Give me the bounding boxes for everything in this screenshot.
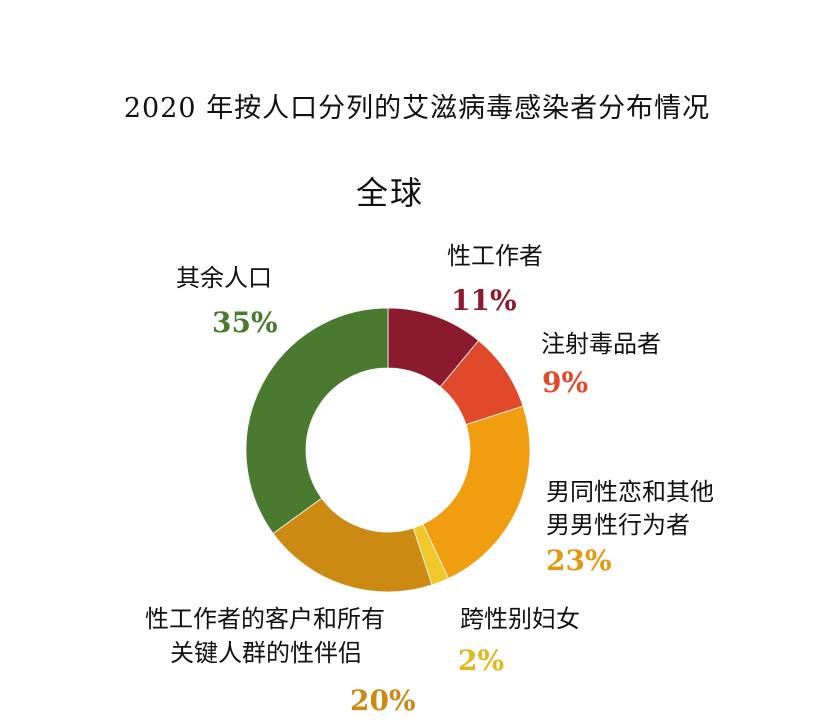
chart-subtitle: 全球 bbox=[355, 174, 424, 212]
value-drug-users: 9% bbox=[542, 366, 589, 399]
slice-rest-population bbox=[245, 307, 389, 535]
value-clients: 20% bbox=[350, 684, 416, 717]
label-rest-population: 其余人口 bbox=[176, 264, 272, 292]
label-drug-users: 注射毒品者 bbox=[541, 330, 661, 358]
value-msm: 23% bbox=[546, 544, 612, 577]
value-trans-women: 2% bbox=[458, 644, 505, 677]
value-rest-population: 35% bbox=[212, 306, 278, 339]
label-clients-line-2: 关键人群的性伴侣 bbox=[170, 639, 362, 667]
label-sex-workers: 性工作者 bbox=[447, 242, 543, 270]
value-sex-workers: 11% bbox=[451, 284, 517, 317]
label-trans-women: 跨性别妇女 bbox=[460, 605, 580, 633]
label-msm-line-1: 男同性恋和其他 bbox=[546, 478, 714, 506]
chart-title: 2020 年按人口分列的艾滋病毒感染者分布情况 bbox=[123, 93, 711, 124]
label-msm-line-2: 男男性行为者 bbox=[546, 511, 690, 539]
slice-msm bbox=[422, 405, 531, 580]
label-clients-line-1: 性工作者的客户和所有 bbox=[145, 605, 385, 633]
